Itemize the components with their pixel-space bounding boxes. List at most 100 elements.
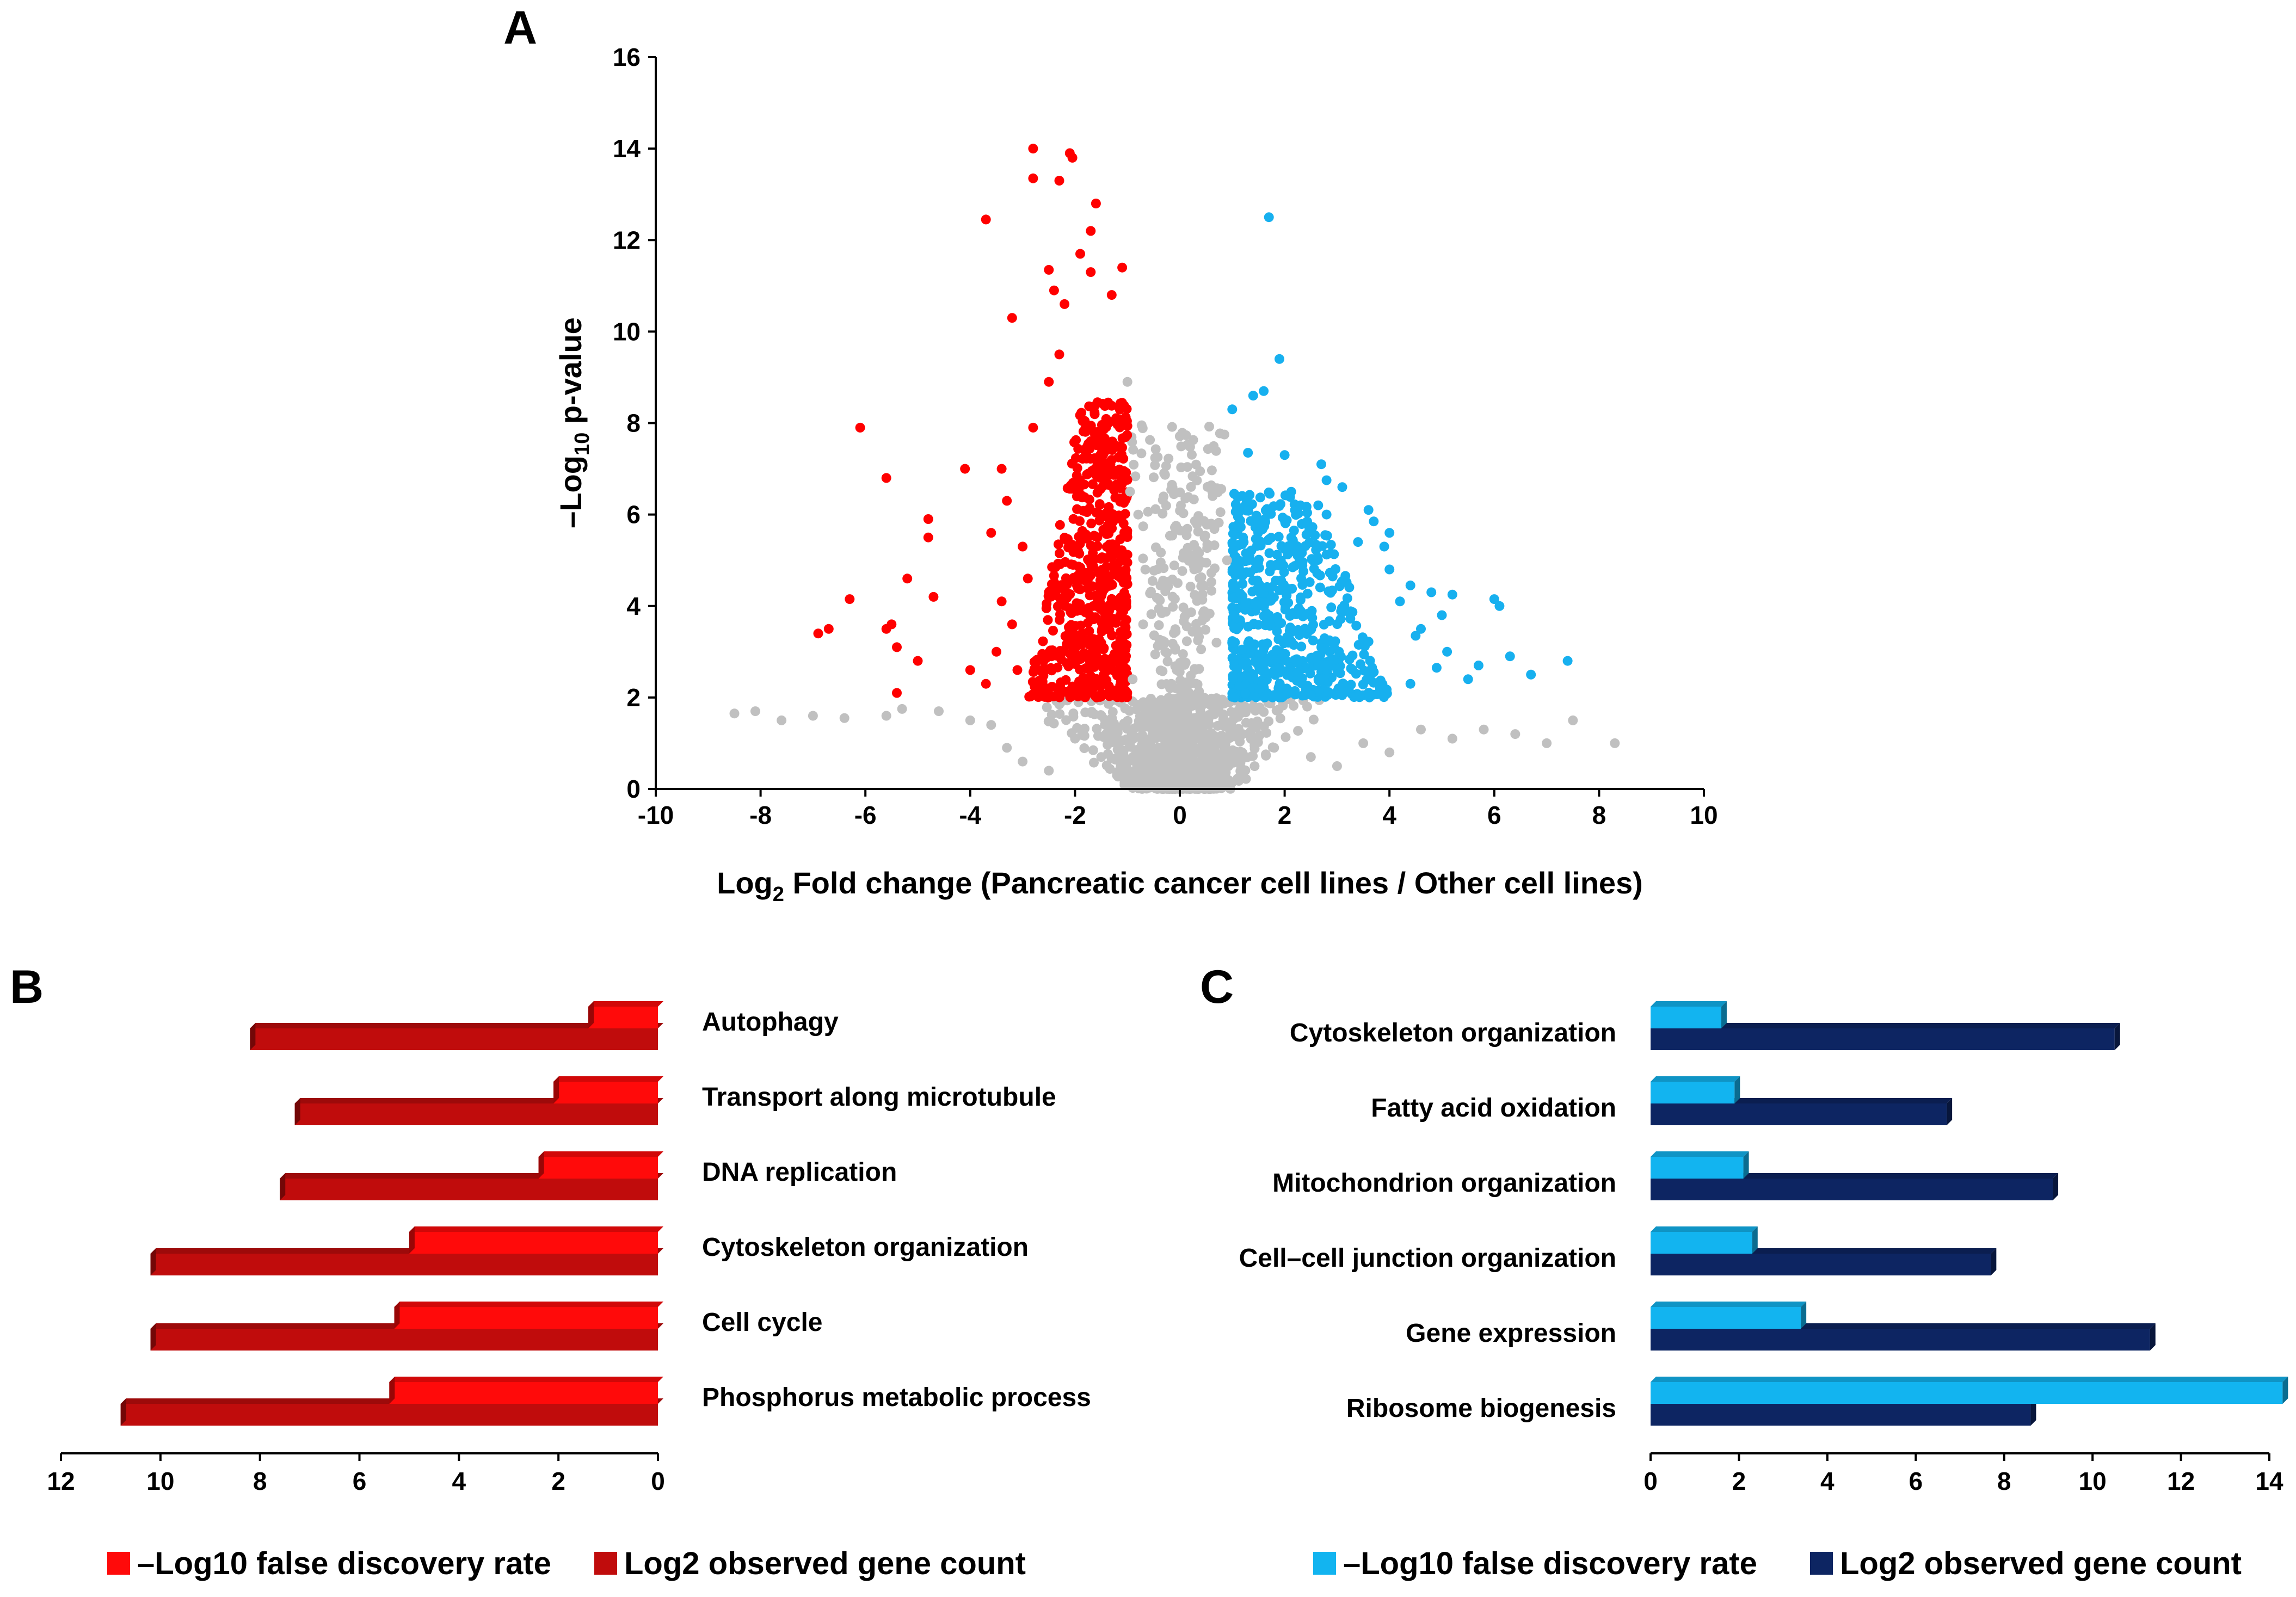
volcano-point <box>1197 595 1208 605</box>
bar-count <box>150 1248 663 1275</box>
bar-count-end <box>250 1023 256 1050</box>
category-label: Autophagy <box>702 1008 839 1037</box>
volcano-point <box>1068 514 1079 524</box>
c-legend-label-count: Log2 observed gene count <box>1840 1546 2242 1581</box>
volcano-point <box>1087 581 1098 591</box>
volcano-point <box>1211 701 1222 712</box>
volcano-point <box>913 656 923 666</box>
volcano-point <box>1181 430 1191 440</box>
volcano-point <box>1088 479 1098 489</box>
volcano-point <box>1072 463 1082 473</box>
volcano-point <box>1262 638 1272 649</box>
volcano-point <box>1312 552 1322 563</box>
volcano-point <box>1332 761 1342 771</box>
volcano-point <box>1297 673 1307 683</box>
volcano-point <box>1063 534 1073 544</box>
bar-count-face <box>1651 1254 1991 1275</box>
volcano-point <box>1240 688 1251 699</box>
volcano-point <box>1236 539 1246 550</box>
volcano-point <box>1219 721 1229 731</box>
volcano-point <box>1002 496 1012 506</box>
volcano-point <box>1337 603 1347 613</box>
volcano-point <box>1333 683 1344 694</box>
volcano-point <box>1192 476 1202 485</box>
volcano-point <box>892 688 902 698</box>
volcano-point <box>981 214 991 225</box>
volcano-point <box>1115 404 1125 415</box>
volcano-point <box>1130 749 1141 760</box>
volcano-point <box>1002 743 1012 753</box>
volcano-point <box>1115 680 1125 690</box>
volcano-point <box>1340 571 1351 581</box>
volcano-point <box>1219 736 1229 747</box>
volcano-point <box>1196 644 1207 655</box>
volcano-point <box>1061 715 1072 725</box>
volcano-point <box>1094 499 1105 509</box>
volcano-point <box>897 704 907 714</box>
volcano-point <box>1281 732 1291 742</box>
volcano-point <box>1189 540 1199 550</box>
volcano-point <box>1367 663 1377 673</box>
volcano-point <box>1182 462 1192 472</box>
volcano-point <box>1100 653 1110 664</box>
volcano-point <box>1363 505 1374 515</box>
volcano-point <box>1505 651 1515 662</box>
volcano-point <box>1149 472 1159 483</box>
volcano-point <box>777 715 787 725</box>
volcano-point <box>1306 624 1316 634</box>
volcano-point <box>1235 588 1245 599</box>
volcano-point <box>1228 582 1239 593</box>
volcano-point <box>1071 435 1081 445</box>
volcano-point <box>1199 581 1209 591</box>
volcano-point <box>1043 716 1054 726</box>
volcano-point <box>992 646 1001 657</box>
volcano-point <box>1347 665 1358 675</box>
bar-count-end <box>294 1098 300 1125</box>
volcano-point <box>1315 582 1325 593</box>
bar-fdr <box>1651 1001 1727 1028</box>
bar-fdr-face <box>1651 1382 2283 1404</box>
bar-count-end <box>1991 1248 1997 1275</box>
volcano-point <box>996 464 1007 474</box>
volcano-point <box>1121 550 1131 560</box>
b-legend-swatch-count <box>594 1552 617 1575</box>
volcano-point <box>1075 584 1085 595</box>
volcano-point <box>1211 446 1221 456</box>
volcano-point <box>1049 285 1059 295</box>
volcano-point <box>1181 530 1192 540</box>
volcano-point <box>1117 660 1128 670</box>
volcano-point <box>1206 568 1216 578</box>
panel-label-b: B <box>10 961 44 1013</box>
volcano-point <box>1285 611 1295 621</box>
bar-count-face <box>1651 1028 2115 1050</box>
volcano-point <box>1230 692 1240 702</box>
volcano-point <box>1055 548 1064 558</box>
volcano-point <box>1105 618 1115 628</box>
volcano-point <box>1280 517 1290 527</box>
volcano-point <box>1196 557 1206 567</box>
volcano-point <box>1106 400 1117 411</box>
volcano-point <box>1027 689 1038 700</box>
volcano-point <box>1245 567 1255 577</box>
volcano-point <box>1351 620 1362 631</box>
y-tick-label: 10 <box>613 317 641 346</box>
volcano-point <box>1166 679 1177 689</box>
volcano-point <box>1382 685 1392 695</box>
volcano-point <box>1196 572 1207 582</box>
volcano-point <box>1122 528 1132 539</box>
volcano-point <box>1161 461 1171 471</box>
volcano-point <box>1106 579 1117 589</box>
volcano-point <box>1330 636 1340 646</box>
volcano-point <box>1280 649 1290 659</box>
volcano-point <box>1121 644 1131 655</box>
volcano-point <box>1230 622 1240 633</box>
volcano-point <box>1055 709 1065 719</box>
down-category-labels: Autophagy Transport along microtubule DNA … <box>702 1008 1091 1412</box>
volcano-point <box>1293 625 1303 635</box>
volcano-point <box>1309 564 1319 574</box>
volcano-point <box>1106 594 1117 604</box>
volcano-point <box>1205 764 1216 775</box>
volcano-point <box>1079 743 1089 753</box>
bar-count <box>1651 1023 2120 1050</box>
volcano-point <box>1128 674 1138 685</box>
